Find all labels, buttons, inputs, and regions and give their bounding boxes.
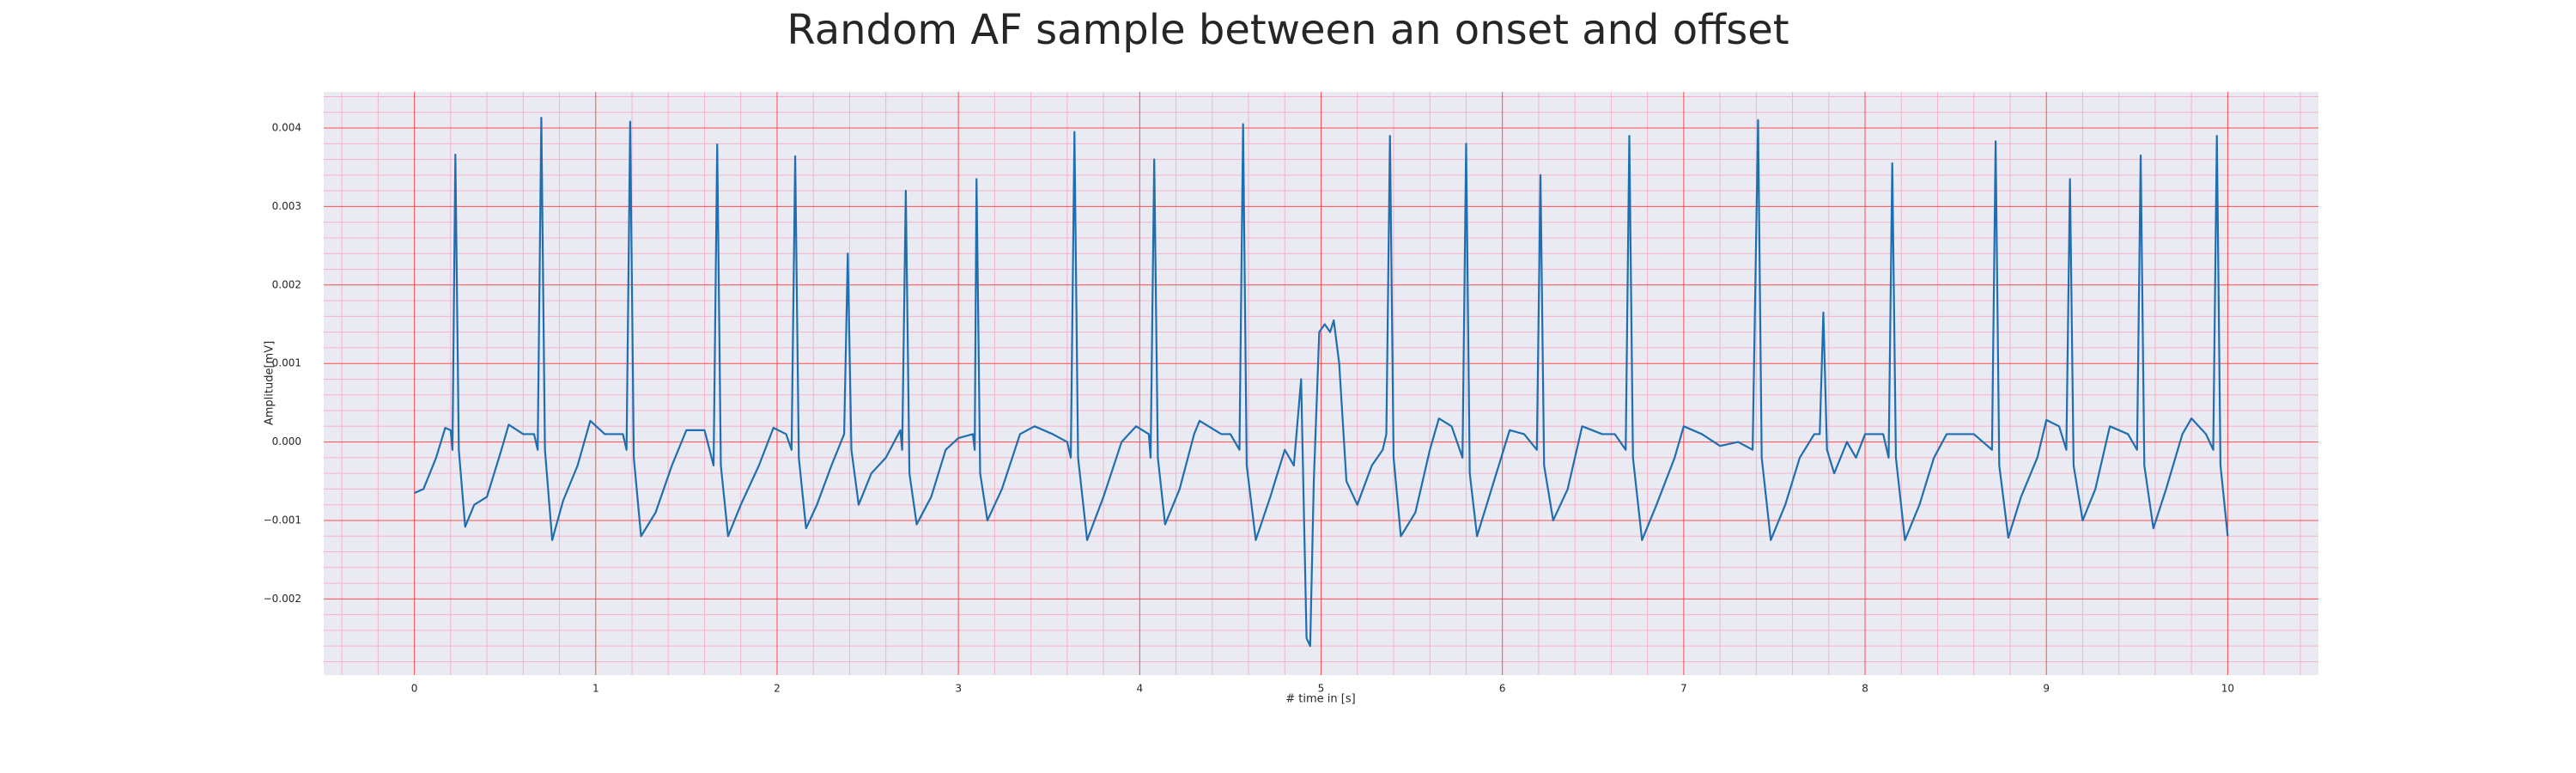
- x-tick-label: 9: [2043, 683, 2050, 695]
- y-tick-label: 0.004: [272, 122, 301, 134]
- x-tick-label: 5: [1318, 683, 1325, 695]
- y-tick-label: −0.002: [264, 593, 301, 605]
- y-tick-label: 0.001: [272, 357, 301, 369]
- y-axis-label: Amplitude[mV]: [264, 341, 276, 425]
- x-tick-label: 3: [955, 683, 962, 695]
- x-tick-label: 2: [774, 683, 781, 695]
- y-tick-label: 0.002: [272, 278, 301, 290]
- line-series: [414, 117, 2229, 648]
- chart-title: Random AF sample between an onset and of…: [787, 6, 1789, 54]
- x-tick-label: 0: [411, 683, 418, 695]
- y-tick-label: 0.003: [272, 200, 301, 212]
- x-tick-label: 7: [1680, 683, 1687, 695]
- y-tick-label: −0.001: [264, 514, 301, 526]
- x-tick-label: 1: [592, 683, 599, 695]
- x-tick-label: 6: [1499, 683, 1506, 695]
- x-axis-label: # time in [s]: [1285, 693, 1355, 706]
- y-tick-label: 0.000: [272, 435, 301, 447]
- x-tick-label: 4: [1136, 683, 1143, 695]
- x-tick-label: 8: [1862, 683, 1868, 695]
- x-tick-label: 10: [2221, 683, 2234, 695]
